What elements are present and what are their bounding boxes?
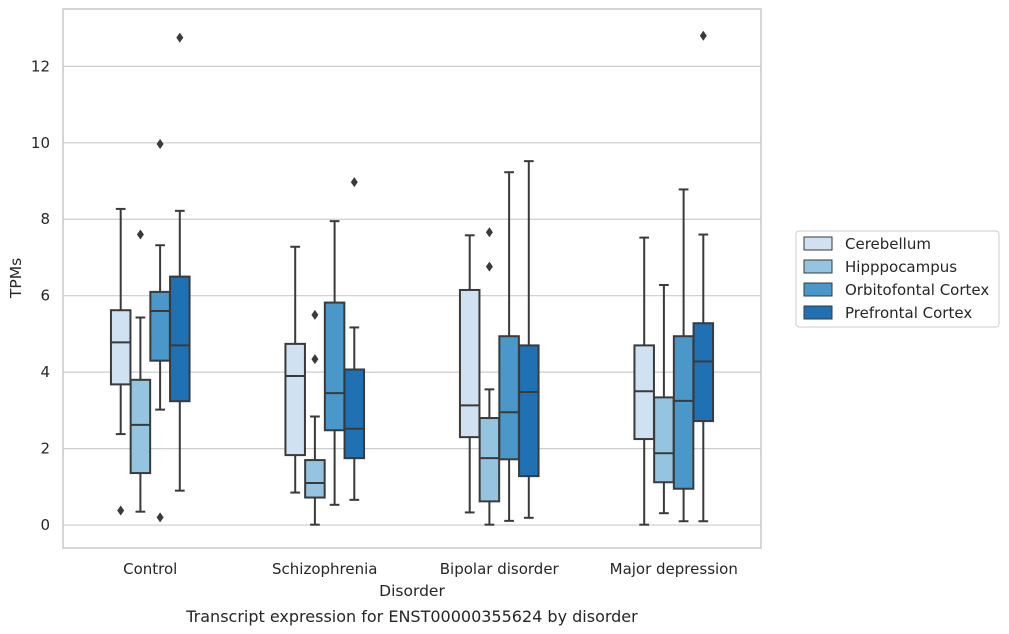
box-group [323,220,346,506]
box-iqr [692,322,715,423]
box-iqr [458,288,481,439]
box-group [149,138,171,523]
box-iqr [304,459,326,499]
x-tick-label: Control [123,560,177,578]
outlier-point [699,30,707,41]
box-iqr [149,290,171,362]
plot-area-frame [62,8,762,549]
y-tick-label: 2 [40,440,50,458]
box-iqr [109,309,132,386]
outlier-point [117,505,125,516]
outlier-point [136,229,144,240]
outlier-point [485,227,493,238]
box-group [129,229,152,513]
legend-label: Prefrontal Cortex [845,304,972,322]
legend-label: Cerebellum [845,235,931,253]
box-group [518,160,540,519]
y-tick-label: 12 [31,57,50,75]
outlier-point [485,261,493,272]
legend-frame [795,230,1000,328]
legend-swatch [803,259,833,274]
legend-label: Orbitofontal Cortex [845,281,989,299]
box-group [343,177,366,501]
outlier-point [311,309,319,320]
box-iqr [518,344,540,478]
outlier-point [311,354,319,365]
x-tick-label: Bipolar disorder [440,560,560,578]
box-group [478,227,501,526]
box-group [284,245,306,494]
box-group [304,309,326,526]
outlier-point [156,512,164,523]
box-group [458,234,481,514]
outlier-point [350,177,358,188]
box-iqr [498,335,520,461]
box-iqr [284,342,306,457]
x-tick-label: Major depression [610,560,738,578]
box-group [672,188,695,523]
box-group [633,236,655,526]
y-tick-label: 4 [40,363,50,381]
legend-label: Hipppocampus [845,258,957,276]
outlier-point [156,138,164,149]
box-iqr [478,417,501,503]
outlier-point [176,32,184,43]
box-group [109,207,132,516]
y-tick-labels: 0 2 4 6 8 10 12 [31,57,50,534]
x-axis-label: Disorder [379,582,445,600]
legend: Cerebellum Hipppocampus Orbitofontal Corte… [795,230,1000,328]
y-tick-label: 10 [31,134,50,152]
box-iqr [672,335,695,490]
box-group [692,30,715,523]
y-tick-label: 8 [40,210,50,228]
box-iqr [653,396,675,484]
box-group [653,283,675,515]
x-tick-labels: Control Schizophrenia Bipolar disorder Majo… [123,560,738,578]
box-iqr [343,368,366,460]
box-groups [109,30,715,526]
y-tick-label: 0 [40,516,50,534]
legend-swatch [803,236,833,251]
legend-swatch [803,282,833,297]
box-iqr [169,275,191,403]
box-iqr [129,378,152,475]
y-tick-label: 6 [40,287,50,305]
chart-caption: Transcript expression for ENST0000035562… [185,607,638,626]
box-group [169,32,191,492]
legend-swatch [803,305,833,320]
x-tick-label: Schizophrenia [272,560,377,578]
box-iqr [323,301,346,432]
y-axis-label: TPMs [7,258,25,299]
